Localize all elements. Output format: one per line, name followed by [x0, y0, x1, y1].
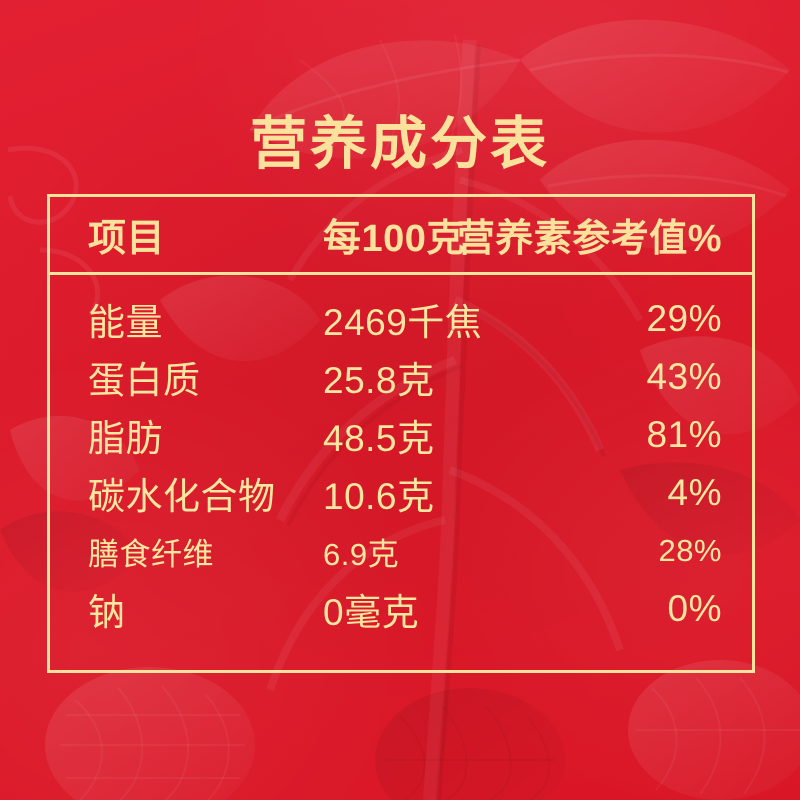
nutrition-table: 项目 每100克 营养素参考值% 能量 2469千焦 29% 蛋白质 25.8克… [47, 194, 755, 673]
header-item: 项目 [88, 218, 166, 260]
row-item-nrv: 81% [646, 414, 722, 455]
table-row: 钠 0毫克 0% [50, 580, 752, 638]
row-item-nrv: 43% [646, 356, 722, 397]
row-item-nrv: 0% [667, 588, 722, 629]
peanut-pod-cluster [45, 660, 800, 800]
table-row: 碳水化合物 10.6克 4% [50, 464, 752, 522]
row-item-nrv: 29% [646, 298, 722, 339]
page-title: 营养成分表 [250, 112, 550, 176]
table-row: 能量 2469千焦 29% [50, 290, 752, 348]
row-item-value: 2469千焦 [323, 302, 483, 343]
table-row: 膳食纤维 6.9克 28% [50, 522, 752, 580]
row-item-label: 膳食纤维 [88, 536, 214, 572]
row-item-nrv: 28% [658, 533, 722, 568]
row-item-label: 钠 [88, 592, 126, 633]
row-item-nrv: 4% [667, 472, 722, 513]
table-header-row: 项目 每100克 营养素参考值% [50, 197, 752, 275]
row-item-label: 碳水化合物 [88, 476, 276, 517]
table-row: 脂肪 48.5克 81% [50, 406, 752, 464]
row-item-value: 10.6克 [323, 476, 435, 517]
row-item-label: 蛋白质 [88, 360, 201, 401]
header-per-100g: 每100克 [323, 218, 465, 260]
row-item-label: 脂肪 [88, 418, 163, 459]
row-item-value: 25.8克 [323, 360, 435, 401]
row-item-label: 能量 [88, 302, 163, 343]
table-row: 蛋白质 25.8克 43% [50, 348, 752, 406]
row-item-value: 48.5克 [323, 418, 435, 459]
row-item-value: 0毫克 [323, 592, 420, 633]
header-nrv: 营养素参考值% [456, 218, 722, 260]
row-item-value: 6.9克 [323, 536, 400, 572]
